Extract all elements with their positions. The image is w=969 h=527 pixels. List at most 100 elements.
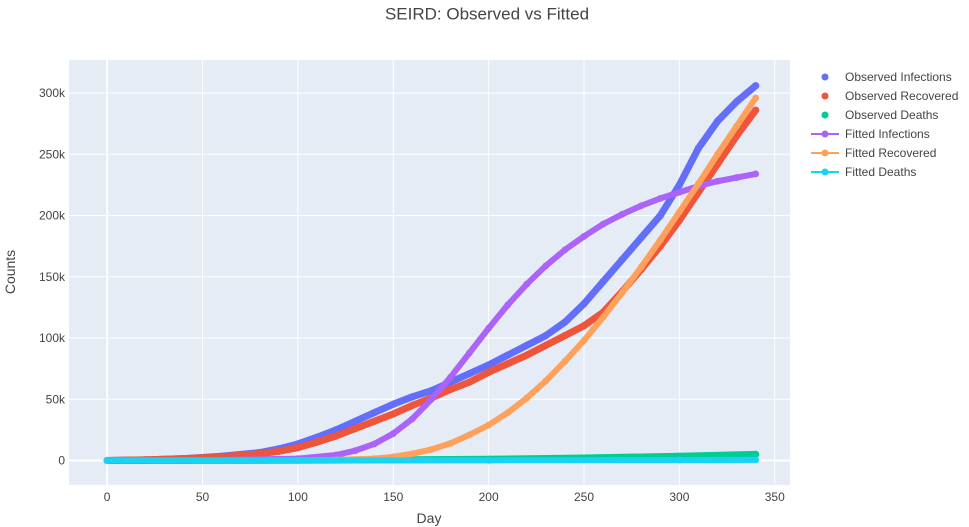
y-axis-title: Counts xyxy=(2,250,18,294)
data-point xyxy=(523,341,531,349)
x-axis-title: Day xyxy=(417,510,442,526)
data-point xyxy=(561,331,569,340)
data-point xyxy=(580,337,588,344)
legend-item-observed-deaths[interactable]: Observed Deaths xyxy=(821,108,939,122)
data-point xyxy=(675,181,683,189)
tick-labels: 0 50 100 150 200 250 300 350 0 50k 100k 150k 200k 250… xyxy=(39,86,785,504)
data-point xyxy=(618,289,626,297)
data-point xyxy=(427,387,436,395)
legend-item-fitted-deaths[interactable]: Fitted Deaths xyxy=(811,165,916,179)
data-point xyxy=(523,394,531,402)
x-tick-label: 350 xyxy=(765,490,785,504)
data-point xyxy=(485,368,493,376)
data-point xyxy=(599,278,607,286)
data-point xyxy=(733,174,740,181)
series-fitted-deaths xyxy=(103,456,760,464)
legend-item-observed-recovered[interactable]: Observed Recovered xyxy=(821,89,959,103)
y-tick-label: 100k xyxy=(39,331,66,345)
data-point xyxy=(351,447,359,455)
legend[interactable]: Observed Infections Observed Recovered Obs… xyxy=(811,70,958,179)
data-point xyxy=(504,409,512,417)
data-point xyxy=(561,318,569,326)
data-point xyxy=(408,450,416,458)
data-point xyxy=(485,421,493,429)
data-point xyxy=(466,431,473,439)
legend-label: Observed Infections xyxy=(845,70,952,84)
data-point xyxy=(465,378,474,386)
data-point xyxy=(599,220,607,228)
legend-item-fitted-infections[interactable]: Fitted Infections xyxy=(811,127,930,141)
data-point xyxy=(561,357,569,365)
data-point xyxy=(618,210,626,218)
legend-item-observed-infections[interactable]: Observed Infections xyxy=(821,70,952,84)
y-tick-label: 300k xyxy=(39,86,66,100)
data-point xyxy=(389,410,397,418)
data-point xyxy=(523,280,531,288)
y-tick-label: 250k xyxy=(39,147,66,161)
series-line-fitted-deaths xyxy=(104,456,759,464)
data-point xyxy=(752,450,760,458)
data-point xyxy=(294,444,302,452)
legend-marker xyxy=(821,73,829,81)
x-tick-label: 200 xyxy=(479,490,499,504)
data-point xyxy=(542,262,550,270)
data-point xyxy=(504,301,512,309)
data-point xyxy=(504,360,512,368)
data-point xyxy=(752,94,760,102)
data-point xyxy=(370,440,378,448)
data-point xyxy=(351,425,359,433)
data-point xyxy=(656,195,664,202)
data-point xyxy=(523,351,531,359)
data-point xyxy=(714,150,721,158)
x-tick-label: 300 xyxy=(669,490,689,504)
legend-marker xyxy=(821,92,829,100)
data-point xyxy=(408,393,416,401)
data-point xyxy=(313,438,321,446)
data-point xyxy=(695,180,702,188)
legend-item-fitted-recovered[interactable]: Fitted Recovered xyxy=(811,146,936,160)
data-point xyxy=(580,322,588,330)
data-point xyxy=(637,263,645,271)
x-tick-label: 0 xyxy=(104,490,111,504)
data-point xyxy=(465,369,474,378)
data-point xyxy=(542,331,550,340)
data-point xyxy=(675,208,683,216)
y-tick-label: 200k xyxy=(39,209,66,223)
data-point xyxy=(370,409,378,417)
data-point xyxy=(637,233,645,242)
data-point xyxy=(446,385,455,394)
data-point xyxy=(752,170,760,178)
legend-label: Fitted Infections xyxy=(845,127,930,141)
data-point xyxy=(332,432,340,440)
legend-label: Fitted Recovered xyxy=(845,146,936,160)
data-point xyxy=(389,430,397,437)
data-point xyxy=(351,417,359,425)
data-point xyxy=(656,236,664,244)
series-layer xyxy=(103,82,760,465)
series-fitted-recovered xyxy=(103,94,760,464)
chart-title: SEIRD: Observed vs Fitted xyxy=(385,5,589,24)
x-tick-label: 100 xyxy=(288,490,308,504)
x-tick-label: 250 xyxy=(574,490,594,504)
data-point xyxy=(408,401,416,409)
data-point xyxy=(408,415,416,423)
data-point xyxy=(580,300,588,308)
data-point xyxy=(256,450,264,458)
data-point xyxy=(466,349,473,357)
data-point xyxy=(542,377,550,385)
data-point xyxy=(370,417,378,425)
legend-marker xyxy=(821,168,829,176)
data-point xyxy=(713,117,722,125)
y-tick-label: 50k xyxy=(46,392,66,406)
data-point xyxy=(542,341,550,349)
data-point xyxy=(332,451,340,459)
data-point xyxy=(447,373,454,381)
data-point xyxy=(752,82,760,90)
data-point xyxy=(618,256,626,264)
legend-marker xyxy=(821,111,829,119)
data-point xyxy=(447,439,454,447)
data-point xyxy=(637,202,645,210)
data-point xyxy=(275,447,283,455)
legend-label: Observed Recovered xyxy=(845,89,958,103)
